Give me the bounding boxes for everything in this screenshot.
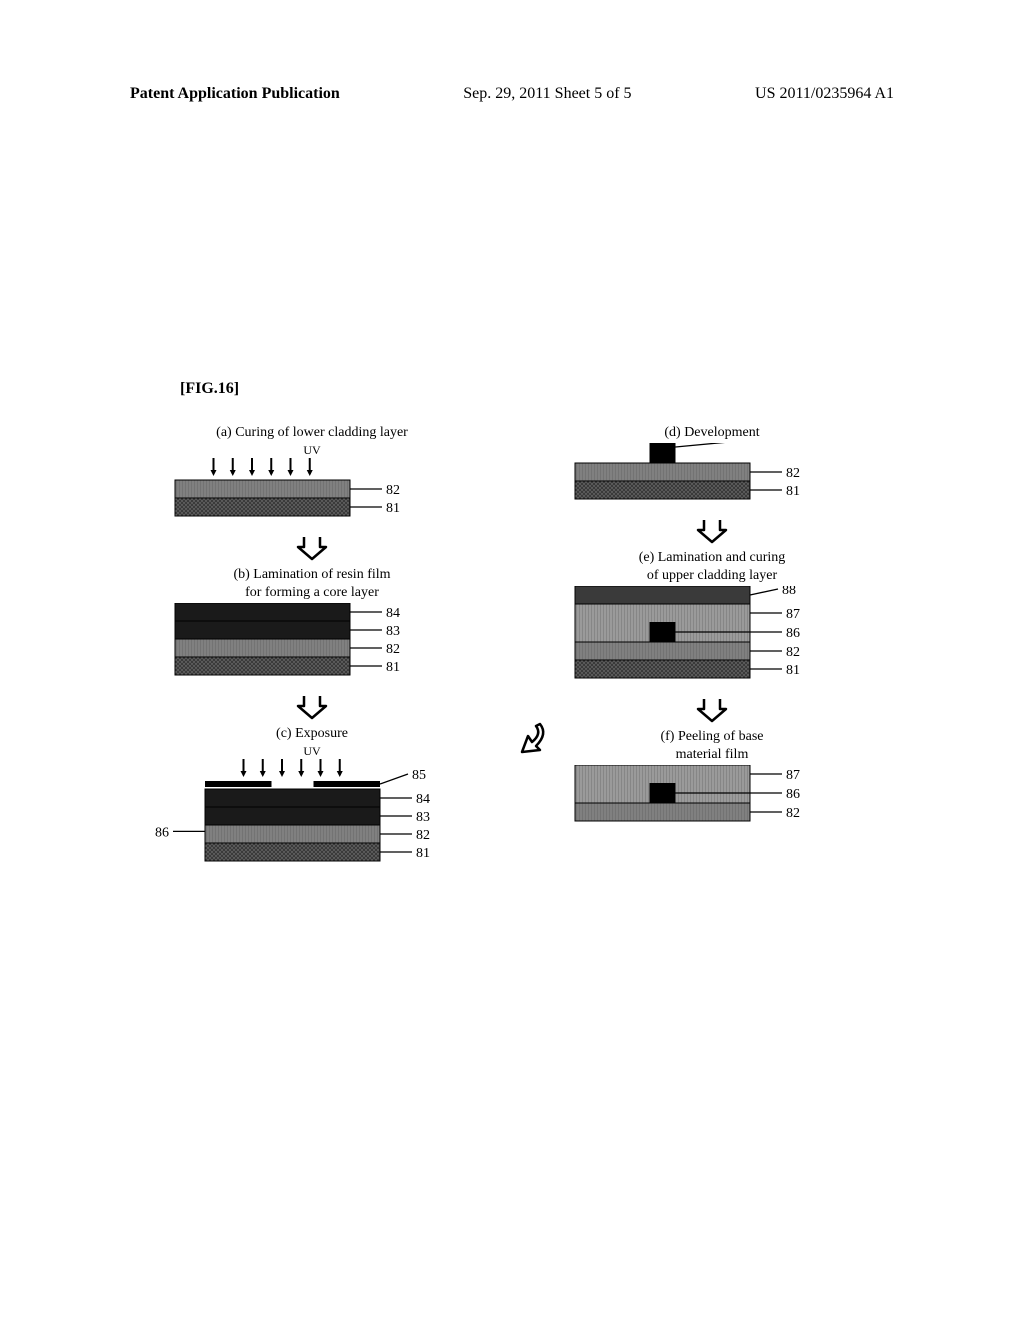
svg-text:83: 83 <box>386 624 400 639</box>
step-title: (b) Lamination of resin film <box>132 567 492 583</box>
svg-text:82: 82 <box>416 828 430 843</box>
svg-text:82: 82 <box>786 466 800 481</box>
svg-text:81: 81 <box>786 484 800 499</box>
flow-arrow <box>132 533 492 563</box>
page-header: Patent Application Publication Sep. 29, … <box>0 85 1024 103</box>
step-title: material film <box>532 747 892 763</box>
flow-arrow <box>532 516 892 546</box>
svg-text:82: 82 <box>386 483 400 498</box>
step-title: of upper cladding layer <box>532 568 892 584</box>
svg-text:85: 85 <box>412 768 426 783</box>
svg-text:81: 81 <box>416 846 430 861</box>
svg-text:81: 81 <box>386 660 400 675</box>
svg-text:83: 83 <box>416 810 430 825</box>
step-d: (d) Development 86 82 81 <box>532 425 892 508</box>
layer-stack: 82 81 <box>155 458 470 525</box>
step-e: (e) Lamination and curing of upper claddi… <box>532 550 892 687</box>
right-column: (d) Development 86 82 81 (e) Lamination … <box>532 425 892 878</box>
layer-stack: 86 82 81 <box>555 443 870 508</box>
svg-text:81: 81 <box>786 663 800 678</box>
svg-text:84: 84 <box>386 606 400 621</box>
svg-text:82: 82 <box>786 645 800 660</box>
step-title: (f) Peeling of base <box>532 729 892 745</box>
svg-text:84: 84 <box>416 792 430 807</box>
layer-stack: 88 87 86 82 81 <box>555 586 870 687</box>
layer-stack: 84 83 82 81 <box>155 603 470 684</box>
header-left: Patent Application Publication <box>130 85 340 103</box>
left-column: (a) Curing of lower cladding layer UV 82 … <box>132 425 492 878</box>
flow-arrow-icon <box>692 695 732 725</box>
uv-label: UV <box>132 443 492 458</box>
svg-text:81: 81 <box>386 501 400 516</box>
svg-text:86: 86 <box>786 443 800 445</box>
step-title: (e) Lamination and curing <box>532 550 892 566</box>
header-right: US 2011/0235964 A1 <box>755 85 894 103</box>
return-arrow-icon <box>508 718 552 758</box>
svg-text:82: 82 <box>786 806 800 821</box>
step-title: (d) Development <box>532 425 892 441</box>
svg-text:82: 82 <box>386 642 400 657</box>
svg-text:87: 87 <box>786 607 800 622</box>
step-f: (f) Peeling of base material film 87 86 8… <box>532 729 892 830</box>
svg-text:86: 86 <box>155 825 169 840</box>
svg-text:87: 87 <box>786 768 800 783</box>
svg-text:88: 88 <box>782 586 796 598</box>
step-b: (b) Lamination of resin film for forming … <box>132 567 492 684</box>
flow-arrow <box>192 718 552 758</box>
step-title: for forming a core layer <box>132 585 492 601</box>
step-title: (a) Curing of lower cladding layer <box>132 425 492 441</box>
svg-text:86: 86 <box>786 626 800 641</box>
flow-arrow <box>532 695 892 725</box>
layer-stack: 87 86 82 <box>555 765 870 830</box>
figure-label: [FIG.16] <box>180 380 239 398</box>
flow-arrow-icon <box>692 516 732 546</box>
svg-text:86: 86 <box>786 787 800 802</box>
figure-columns: (a) Curing of lower cladding layer UV 82 … <box>0 425 1024 878</box>
layer-stack: 85 84 83 82 81 86 <box>155 759 470 870</box>
step-a: (a) Curing of lower cladding layer UV 82 … <box>132 425 492 525</box>
header-center: Sep. 29, 2011 Sheet 5 of 5 <box>463 85 631 103</box>
flow-arrow-icon <box>292 533 332 563</box>
